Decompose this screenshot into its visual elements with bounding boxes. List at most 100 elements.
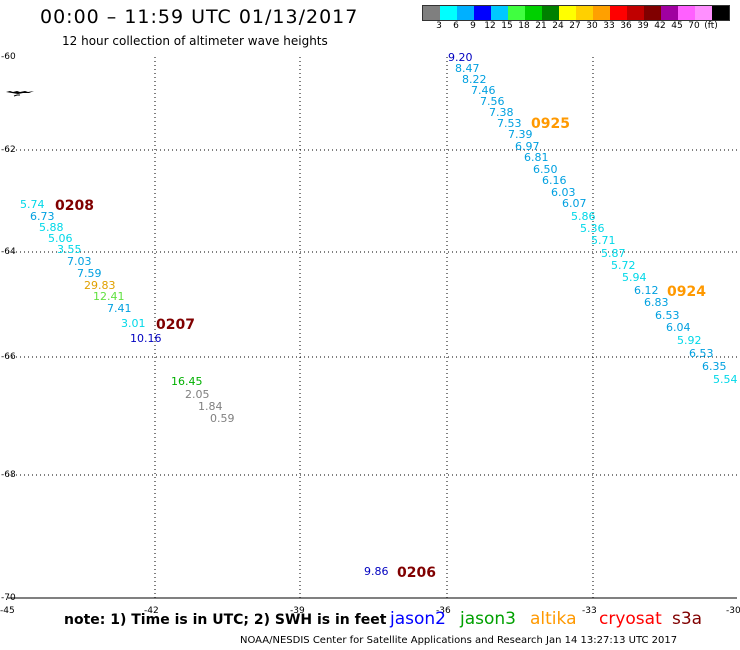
satellite-legend-jason3: jason3: [460, 609, 516, 629]
wave-height-value: 6.12: [634, 284, 659, 297]
wave-height-value: 6.50: [533, 163, 558, 176]
legend-swatch: [627, 6, 644, 20]
wave-height-value: 6.73: [30, 210, 55, 223]
legend-swatch: [542, 6, 559, 20]
legend-label: 12: [484, 21, 496, 31]
legend-swatch: [491, 6, 508, 20]
wave-height-value: 5.88: [39, 221, 64, 234]
longitude-tick: -42: [144, 606, 159, 616]
wave-height-value: 5.92: [677, 334, 702, 347]
legend-label: 27: [569, 21, 581, 31]
wave-height-value: 5.87: [601, 247, 626, 260]
legend-swatch: [457, 6, 474, 20]
wave-height-value: 12.41: [93, 290, 125, 303]
wave-height-value: 6.53: [689, 347, 714, 360]
legend-swatch: [474, 6, 491, 20]
wave-height-value: 7.56: [480, 95, 505, 108]
lat-lon-grid: [8, 57, 737, 599]
wave-height-value: 6.35: [702, 360, 727, 373]
legend-swatch: [695, 6, 712, 20]
legend-swatch: [661, 6, 678, 20]
legend-swatch: [678, 6, 695, 20]
wave-height-value: 5.74: [20, 198, 45, 211]
wave-height-value: 6.83: [644, 296, 669, 309]
wave-height-value: 0.59: [210, 412, 235, 425]
legend-swatch: [610, 6, 627, 20]
units-note: note: 1) Time is in UTC; 2) SWH is in fe…: [64, 612, 387, 628]
latitude-tick: -64: [1, 247, 16, 257]
wave-height-value: 8.22: [462, 73, 487, 86]
wave-height-value: 8.47: [455, 62, 480, 75]
legend-label: (ft): [704, 21, 718, 31]
pass-time-label: 0207: [156, 317, 195, 333]
wave-height-value: 5.72: [611, 259, 636, 272]
longitude-tick: -30: [726, 606, 740, 616]
latitude-tick: -68: [1, 470, 16, 480]
satellite-legend-s3a: s3a: [672, 609, 703, 629]
wave-height-value: 29.83: [84, 279, 116, 292]
wave-height-value: 7.39: [508, 128, 533, 141]
legend-label: 15: [501, 21, 513, 31]
legend-label: 3: [436, 21, 442, 31]
wave-height-value: 9.86: [364, 565, 389, 578]
wave-height-value: 6.53: [655, 309, 680, 322]
pass-time-label: 0206: [397, 565, 436, 581]
legend-label: 24: [552, 21, 564, 31]
legend-label: 18: [518, 21, 530, 31]
wave-height-value: 2.05: [185, 388, 210, 401]
legend-swatch: [525, 6, 542, 20]
pass-time-label: 0925: [531, 116, 570, 132]
latitude-tick: -60: [1, 52, 16, 62]
satellite-legend-jason2: jason2: [390, 609, 446, 629]
wave-height-value: 6.03: [551, 186, 576, 199]
legend-swatch: [576, 6, 593, 20]
legend-label: 6: [453, 21, 459, 31]
wave-height-value: 10.16: [130, 332, 162, 345]
legend-swatch: [508, 6, 525, 20]
chart-title: 00:00 – 11:59 UTC 01/13/2017: [40, 6, 359, 28]
longitude-tick: -39: [290, 606, 305, 616]
wave-height-value: 6.16: [542, 174, 567, 187]
legend-swatch: [593, 6, 610, 20]
footer-credit: NOAA/NESDIS Center for Satellite Applica…: [240, 635, 678, 646]
legend-swatch: [559, 6, 576, 20]
wave-height-value: 7.41: [107, 302, 132, 315]
longitude-tick: -45: [0, 606, 15, 616]
wave-height-value: 7.53: [497, 117, 522, 130]
satellite-legend-cryosat: cryosat: [599, 609, 662, 629]
legend-label: 33: [603, 21, 615, 31]
island-coastline: [6, 91, 34, 97]
legend-label: 39: [637, 21, 649, 31]
latitude-tick: -66: [1, 352, 16, 362]
pass-time-label: 0924: [667, 284, 706, 300]
legend-label: 42: [654, 21, 666, 31]
wave-height-value: 5.71: [591, 234, 616, 247]
legend-label: 36: [620, 21, 632, 31]
wave-height-value: 6.04: [666, 321, 691, 334]
latitude-tick: -62: [1, 145, 16, 155]
wave-height-value: 5.06: [48, 232, 73, 245]
legend-label: 9: [470, 21, 476, 31]
wave-height-value: 6.97: [515, 140, 540, 153]
wave-height-value: 5.36: [580, 222, 605, 235]
wave-height-value: 9.20: [448, 51, 473, 64]
legend-label: 30: [586, 21, 598, 31]
legend-label: 70: [688, 21, 700, 31]
wave-height-value: 5.86: [571, 210, 596, 223]
longitude-tick: -36: [436, 606, 451, 616]
wave-height-value: 7.59: [77, 267, 102, 280]
longitude-tick: -33: [582, 606, 597, 616]
legend-swatch: [644, 6, 661, 20]
latitude-tick: -70: [1, 593, 16, 603]
chart-subtitle: 12 hour collection of altimeter wave hei…: [62, 34, 328, 48]
wave-height-value: 5.54: [713, 373, 738, 386]
legend-label: 45: [671, 21, 683, 31]
wave-height-value: 1.84: [198, 400, 223, 413]
wave-height-value: 16.45: [171, 375, 203, 388]
satellite-legend-altika: altika: [530, 609, 577, 629]
wave-height-value: 7.38: [489, 106, 514, 119]
legend-swatch: [440, 6, 457, 20]
wave-height-value: 7.03: [67, 255, 92, 268]
legend-label: 21: [535, 21, 547, 31]
